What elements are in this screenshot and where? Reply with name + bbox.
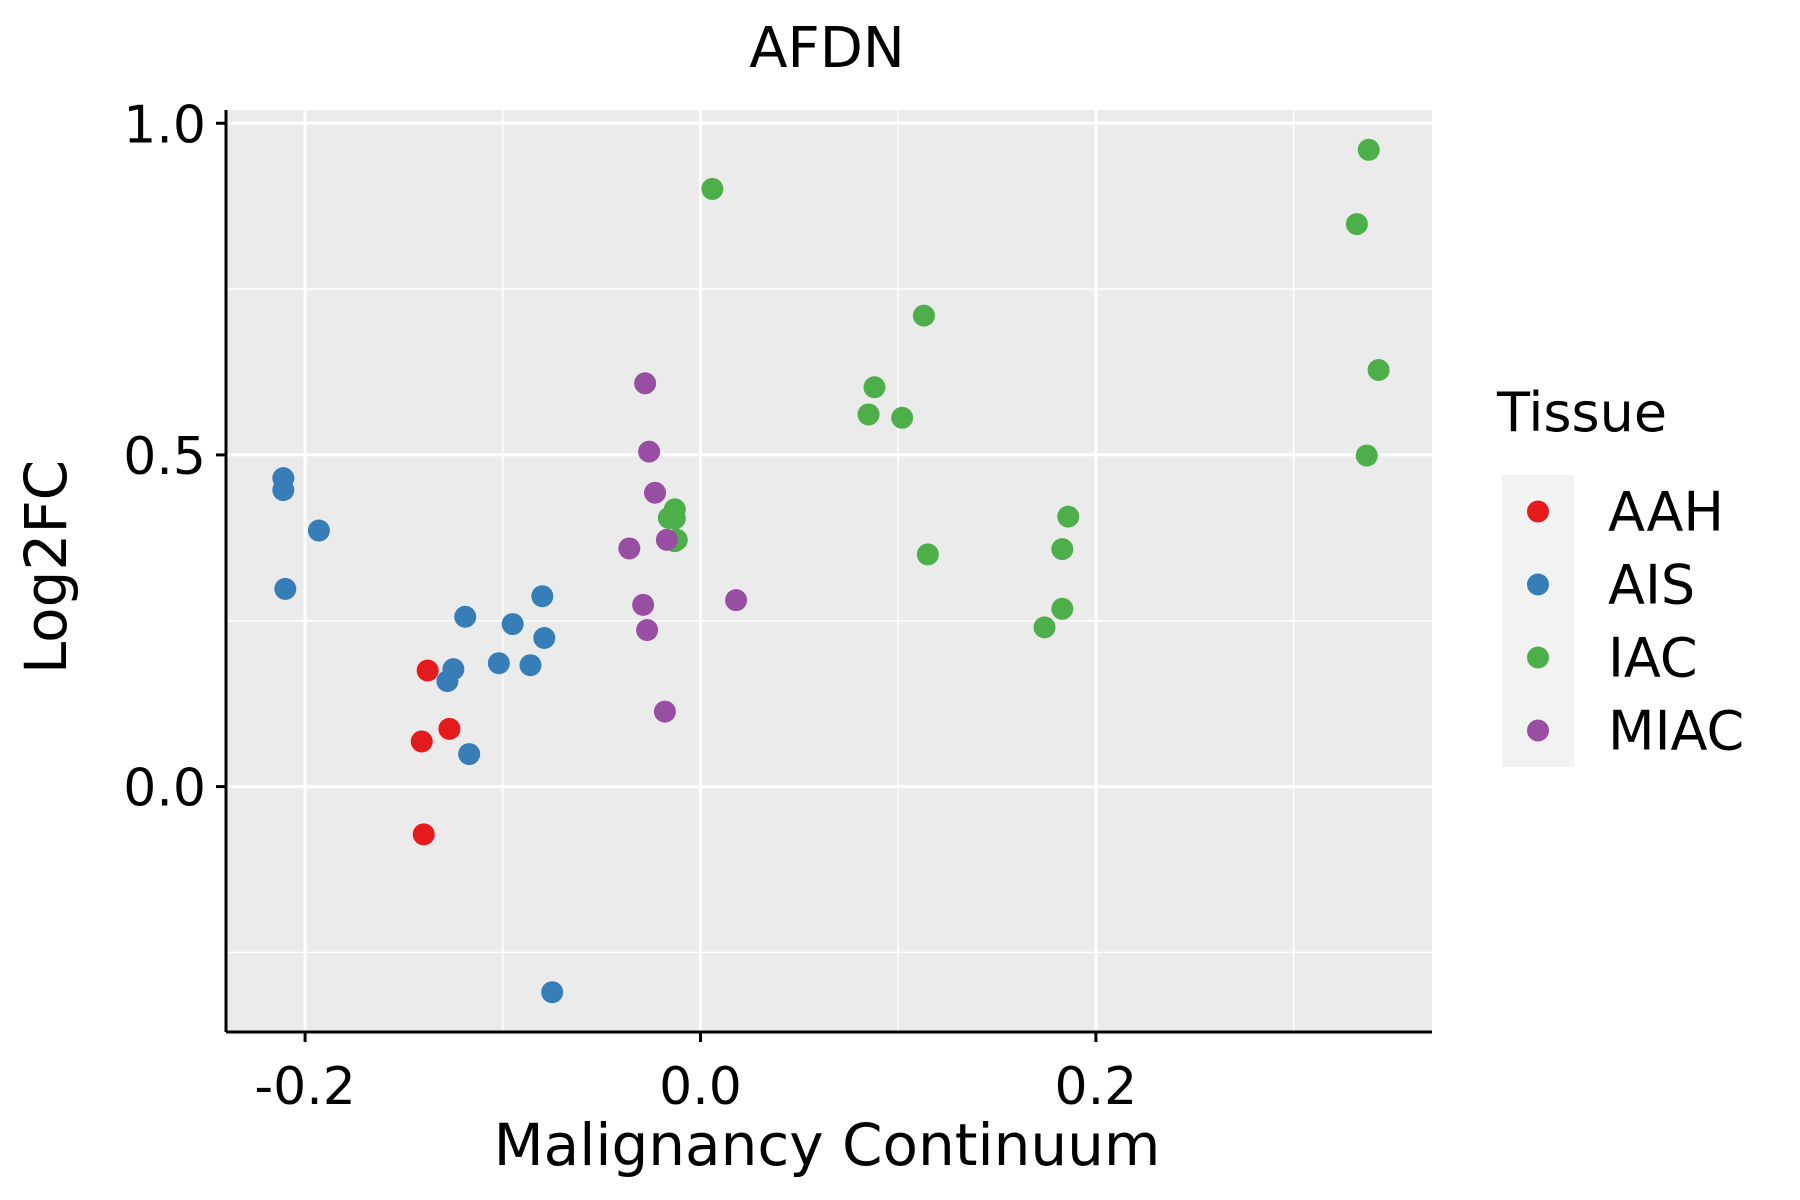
data-point-iac (1051, 538, 1074, 561)
data-point-iac (863, 376, 886, 399)
data-point-ais (541, 981, 564, 1004)
x-tick-label: 0.0 (659, 1057, 742, 1117)
data-point-ais (458, 743, 481, 766)
data-point-miac (644, 481, 667, 504)
data-point-miac (725, 589, 748, 612)
tick-labels: -0.2 0.0 0.2 0.0 0.5 1.0 (123, 95, 1137, 1117)
data-point-iac (857, 403, 880, 426)
data-point-miac (634, 372, 657, 395)
data-point-iac (1033, 616, 1056, 639)
data-point-iac (701, 177, 724, 200)
data-point-ais (272, 479, 295, 502)
y-tick-label: 0.0 (123, 759, 206, 819)
data-point-ais (501, 613, 524, 636)
y-tick-label: 1.0 (123, 95, 206, 155)
data-point-iac (1051, 597, 1074, 620)
data-point-ais (533, 626, 556, 649)
data-point-ais (436, 670, 459, 693)
legend-label-aah: AAH (1608, 481, 1724, 544)
legend-keys-background (1502, 475, 1574, 767)
data-point-aah (412, 823, 435, 846)
data-point-miac (618, 537, 641, 560)
chart-title: AFDN (749, 16, 905, 81)
data-point-ais (519, 654, 542, 677)
legend-label-miac: MIAC (1608, 700, 1744, 763)
y-tick-label: 0.5 (123, 427, 206, 487)
data-point-iac (663, 507, 686, 530)
data-point-iac (1355, 444, 1378, 467)
legend-key-ais (1527, 573, 1549, 596)
y-axis-label: Log2FC (12, 460, 80, 674)
data-point-iac (1357, 138, 1380, 161)
legend-key-aah (1527, 500, 1549, 523)
data-point-iac (1057, 505, 1080, 528)
legend-label-iac: IAC (1608, 627, 1698, 690)
data-point-iac (1367, 359, 1390, 382)
legend-key-iac (1527, 646, 1549, 669)
data-point-miac (636, 619, 659, 642)
data-point-ais (454, 605, 477, 628)
data-point-miac (655, 528, 678, 551)
data-point-miac (638, 440, 661, 463)
legend-label-ais: AIS (1608, 554, 1695, 617)
data-point-ais (274, 577, 297, 600)
legend-key-miac (1527, 719, 1549, 742)
data-point-miac (632, 593, 655, 616)
x-tick-label: -0.2 (254, 1057, 355, 1117)
data-point-ais (307, 519, 330, 542)
data-point-aah (410, 730, 433, 753)
data-point-aah (416, 659, 439, 682)
data-point-ais (487, 652, 510, 675)
data-point-iac (916, 543, 939, 566)
data-point-aah (438, 717, 461, 740)
data-point-iac (912, 304, 935, 327)
axes (216, 110, 1432, 1042)
legend: Tissue AAH AIS IAC MIAC (1496, 381, 1744, 767)
plot-panel (226, 110, 1432, 1032)
data-point-iac (1345, 213, 1368, 236)
data-point-ais (531, 585, 554, 608)
data-point-iac (891, 406, 914, 429)
legend-title: Tissue (1496, 381, 1667, 444)
x-tick-label: 0.2 (1055, 1057, 1138, 1117)
data-point-miac (653, 700, 676, 723)
data-points (272, 138, 1390, 1004)
x-axis-label: Malignancy Continuum (494, 1111, 1161, 1179)
grid-lines (226, 110, 1432, 1032)
